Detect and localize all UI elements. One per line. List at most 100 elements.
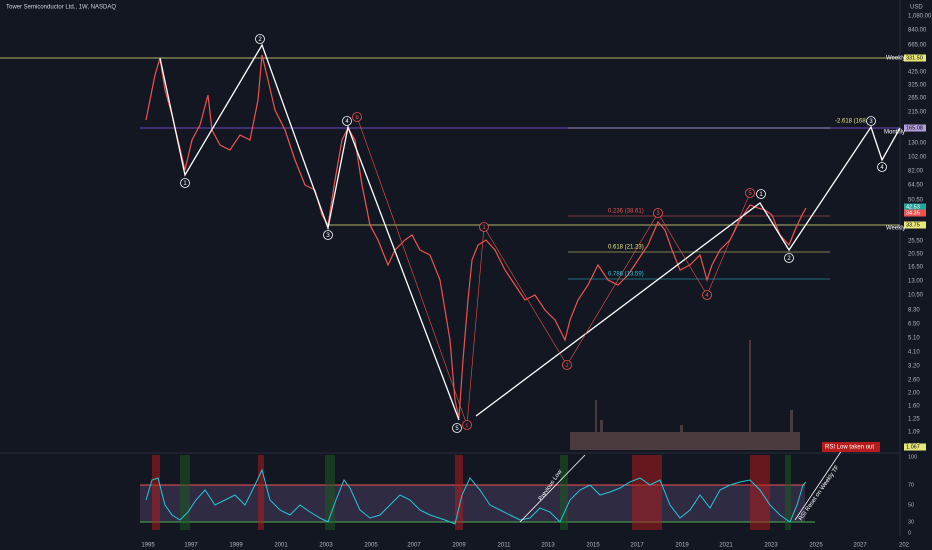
wave-label: 2 bbox=[258, 37, 262, 43]
price-label: 1.60 bbox=[908, 404, 920, 410]
price-label: 840.00 bbox=[908, 28, 927, 34]
wave-marker bbox=[702, 290, 712, 300]
price-tag bbox=[904, 209, 926, 217]
wave-marker bbox=[866, 116, 876, 126]
price-label: 2.60 bbox=[908, 378, 920, 384]
price-tag-label: 165.08 bbox=[906, 125, 923, 131]
annotation: Monthly bbox=[884, 130, 905, 136]
currency: USD bbox=[910, 5, 923, 11]
rsi-label: 30 bbox=[908, 519, 914, 525]
wave-marker bbox=[323, 230, 333, 240]
price-label: 102.00 bbox=[908, 155, 927, 161]
rsi-label: 100 bbox=[908, 454, 917, 460]
price-tag-label: 331.50 bbox=[906, 55, 923, 61]
wave-label: 4 bbox=[880, 165, 884, 171]
annotation: 0.236 (38.61) bbox=[608, 209, 644, 215]
annotation: Weekly bbox=[886, 226, 906, 232]
wave-label: 1 bbox=[183, 181, 187, 187]
wave-marker bbox=[784, 253, 794, 263]
annotation: Weekly bbox=[886, 56, 906, 62]
wave-marker bbox=[462, 420, 472, 430]
wave-label: 3 bbox=[326, 233, 330, 239]
annotation-box bbox=[822, 442, 880, 452]
price-tag bbox=[904, 203, 926, 211]
arrow bbox=[519, 454, 586, 523]
price-label: 5.10 bbox=[908, 336, 920, 342]
price-tag bbox=[904, 124, 926, 132]
time-label: 2011 bbox=[498, 543, 512, 549]
wave-marker bbox=[180, 178, 190, 188]
wave-label: c bbox=[466, 423, 469, 429]
wave-marker bbox=[255, 34, 265, 44]
price-label: 25.50 bbox=[908, 239, 924, 245]
rsi-band bbox=[140, 485, 805, 522]
rsi-label: 0 bbox=[908, 530, 911, 536]
price-label: 6.50 bbox=[908, 322, 920, 328]
wave-label: 1 bbox=[482, 225, 486, 231]
price-label: 2.00 bbox=[908, 391, 920, 397]
price-label: 425.00 bbox=[908, 70, 927, 76]
price-label: 16.50 bbox=[908, 265, 924, 271]
wave-label: 2 bbox=[787, 256, 791, 262]
wave-marker bbox=[452, 423, 462, 433]
time-label: 1995 bbox=[141, 543, 155, 549]
time-label: 2005 bbox=[364, 543, 378, 549]
time-label: 2013 bbox=[541, 543, 555, 549]
time-label: 2027 bbox=[853, 543, 867, 549]
wave-label: 5 bbox=[748, 191, 752, 197]
price-label: 665.00 bbox=[908, 43, 927, 49]
annotation: -2.618 (168.46) bbox=[835, 119, 876, 125]
wave-marker bbox=[653, 208, 663, 218]
wave-label: 1 bbox=[759, 192, 763, 198]
price-tag-label: 33.75 bbox=[906, 222, 920, 228]
time-label: 2003 bbox=[319, 543, 333, 549]
price-label: 1,080.00 bbox=[908, 14, 932, 20]
annotation: 0.786 (13.59) bbox=[608, 272, 644, 278]
wave-label: 5 bbox=[455, 426, 459, 432]
price-series bbox=[145, 54, 807, 419]
price-label: 265.00 bbox=[908, 96, 927, 102]
wave-lines bbox=[475, 125, 901, 417]
price-tag bbox=[904, 221, 926, 229]
price-tag-label: 1.067 bbox=[906, 444, 920, 450]
wave-label: 2 bbox=[565, 363, 569, 369]
time-label: 1999 bbox=[229, 543, 243, 549]
price-label: 50.50 bbox=[908, 198, 924, 204]
price-tag-label: 42.53 bbox=[906, 204, 920, 210]
price-label: 13.00 bbox=[908, 279, 924, 285]
volume-bars bbox=[570, 340, 800, 450]
wave-marker bbox=[745, 188, 755, 198]
symbol-title: Tower Semiconductor Ltd., 1W, NASDAQ bbox=[6, 5, 116, 11]
time-label: 2023 bbox=[764, 543, 778, 549]
price-label: 20.50 bbox=[908, 252, 924, 258]
rsi-line bbox=[145, 468, 807, 525]
price-label: 215.00 bbox=[908, 110, 927, 116]
price-tag bbox=[904, 443, 926, 451]
time-label: 1997 bbox=[184, 543, 198, 549]
wave-marker bbox=[756, 189, 766, 199]
time-label: 2007 bbox=[407, 543, 421, 549]
wave-label: b bbox=[355, 115, 359, 121]
price-label: 4.10 bbox=[908, 350, 920, 356]
price-label: 64.50 bbox=[908, 183, 924, 189]
wave-marker bbox=[352, 112, 362, 122]
time-label: 2009 bbox=[452, 543, 466, 549]
price-label: 1.09 bbox=[908, 430, 920, 436]
time-label: 2021 bbox=[719, 543, 733, 549]
rsi-label: 70 bbox=[908, 482, 914, 488]
price-label: 130.00 bbox=[908, 141, 927, 147]
annotation: 0.618 (21.23) bbox=[608, 245, 644, 251]
wave-marker bbox=[342, 116, 352, 126]
price-label: 3.20 bbox=[908, 364, 920, 370]
price-label: 325.00 bbox=[908, 83, 927, 89]
price-tag bbox=[904, 54, 926, 62]
time-label: 2015 bbox=[586, 543, 600, 549]
wave-label: 4 bbox=[345, 119, 349, 125]
time-label: 2001 bbox=[274, 543, 288, 549]
arrow bbox=[794, 449, 843, 521]
annotation: RSI Low taken out bbox=[825, 445, 874, 451]
rsi-highlights bbox=[152, 455, 791, 530]
price-tag-label: 34.35 bbox=[906, 210, 920, 216]
